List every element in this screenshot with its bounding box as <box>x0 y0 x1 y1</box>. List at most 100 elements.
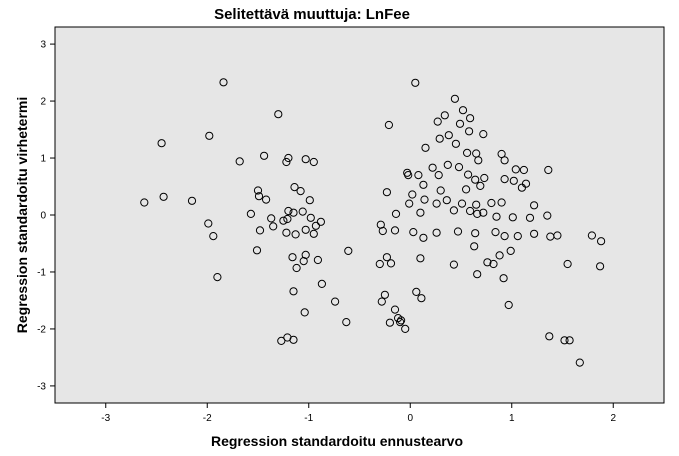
data-point <box>414 171 423 180</box>
data-point <box>416 208 425 217</box>
data-point <box>479 130 488 139</box>
data-point <box>457 199 467 208</box>
data-point <box>442 196 451 205</box>
data-point <box>483 258 492 267</box>
data-point <box>491 228 500 237</box>
data-point <box>378 226 387 236</box>
data-point <box>140 198 149 207</box>
data-point <box>384 120 393 130</box>
data-point <box>246 209 255 218</box>
data-point <box>565 336 574 345</box>
data-point <box>380 290 389 299</box>
data-point <box>575 358 584 367</box>
y-tick-label: 2 <box>40 97 46 108</box>
data-point <box>443 160 452 169</box>
data-point <box>301 225 310 234</box>
data-point <box>305 196 314 205</box>
data-point <box>473 209 482 218</box>
data-point <box>530 201 539 210</box>
data-point <box>309 157 318 167</box>
data-point <box>453 227 463 236</box>
data-point <box>292 263 301 273</box>
data-point <box>309 229 318 238</box>
data-point <box>454 163 464 172</box>
data-point <box>435 134 444 143</box>
data-point <box>473 270 482 279</box>
y-tick-label: -3 <box>37 381 46 392</box>
chart-title: Selitettävä muuttuja: LnFee <box>214 6 410 23</box>
data-point <box>530 229 539 238</box>
data-point <box>300 308 309 317</box>
data-point <box>267 214 276 223</box>
data-point <box>291 230 300 239</box>
data-point <box>428 163 437 172</box>
data-point <box>432 228 441 237</box>
data-point <box>306 213 315 222</box>
data-point <box>187 196 197 205</box>
data-point <box>269 222 278 231</box>
data-point <box>298 207 307 216</box>
data-point <box>466 114 475 123</box>
data-point <box>159 192 168 201</box>
data-point <box>436 186 445 195</box>
data-point <box>434 171 443 180</box>
data-point <box>283 214 292 224</box>
plot-area <box>54 26 665 404</box>
data-point <box>500 232 509 241</box>
data-point <box>517 183 527 192</box>
x-tick-label: -2 <box>203 413 212 424</box>
data-point <box>284 206 293 216</box>
data-point <box>417 294 426 303</box>
data-point <box>375 259 384 269</box>
data-point <box>495 251 504 260</box>
data-point <box>543 211 552 220</box>
y-tick-label: 3 <box>40 40 46 51</box>
data-point <box>519 165 529 175</box>
data-point <box>499 274 508 283</box>
data-point <box>219 78 228 87</box>
data-point <box>458 106 468 115</box>
data-point <box>391 209 401 218</box>
data-point <box>252 246 262 255</box>
data-point <box>390 226 400 235</box>
data-point <box>408 190 417 199</box>
data-point <box>449 260 458 269</box>
data-point <box>563 259 572 269</box>
data-point <box>289 335 298 344</box>
data-point <box>396 318 405 327</box>
y-tick-label: 1 <box>40 154 46 165</box>
data-point <box>282 157 291 167</box>
y-tick-label: -1 <box>37 267 46 278</box>
data-point <box>213 273 222 282</box>
data-point <box>296 187 305 196</box>
data-point <box>277 336 286 345</box>
data-point <box>342 318 351 327</box>
y-axis-ticks: -3 -2 -1 0 1 2 3 <box>37 40 55 392</box>
data-point <box>331 297 340 306</box>
data-point <box>544 165 553 175</box>
x-tick-label: -3 <box>101 413 110 424</box>
data-point <box>525 213 535 222</box>
data-point <box>301 155 310 164</box>
data-point <box>317 279 326 288</box>
data-point <box>386 259 396 268</box>
data-point <box>157 139 166 148</box>
data-point <box>480 173 489 183</box>
data-point <box>504 300 513 310</box>
data-point <box>479 208 488 217</box>
data-point <box>440 111 449 120</box>
data-point <box>419 180 428 189</box>
data-point <box>344 246 353 255</box>
data-point <box>462 185 471 194</box>
data-point <box>560 336 569 345</box>
data-point <box>205 131 214 140</box>
data-point <box>451 139 460 148</box>
data-point <box>405 199 414 208</box>
data-point <box>204 219 213 228</box>
data-point <box>316 217 325 226</box>
data-point <box>260 151 269 160</box>
data-point <box>463 148 472 157</box>
data-point <box>390 305 400 314</box>
data-point <box>419 233 428 242</box>
y-tick-label: 0 <box>40 211 46 222</box>
